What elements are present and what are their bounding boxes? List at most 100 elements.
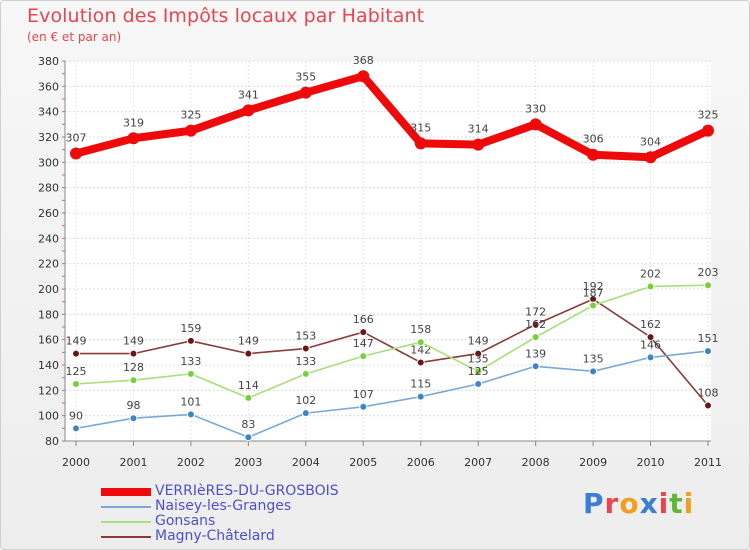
y-tick-label: 360 bbox=[38, 80, 59, 93]
data-point-verrie-res-du-grosbois bbox=[357, 70, 370, 83]
data-label-naisey-les-granges: 151 bbox=[698, 332, 719, 345]
data-point-gonsans bbox=[244, 393, 253, 402]
y-tick-label: 380 bbox=[38, 55, 59, 68]
data-point-verrie-res-du-grosbois bbox=[587, 148, 600, 161]
data-label-gonsans: 125 bbox=[66, 365, 87, 378]
chart-subtitle: (en € et par an) bbox=[27, 30, 122, 44]
data-point-naisey-les-granges bbox=[244, 433, 253, 442]
y-tick-label: 340 bbox=[38, 106, 59, 119]
x-tick-label: 2004 bbox=[292, 456, 320, 469]
data-label-gonsans: 114 bbox=[238, 379, 259, 392]
data-label-gonsans: 202 bbox=[640, 267, 661, 280]
data-point-naisey-les-granges bbox=[186, 410, 195, 419]
x-tick-label: 2001 bbox=[119, 456, 147, 469]
proxiti-logo: Proxiti bbox=[583, 487, 694, 520]
logo-letter: r bbox=[604, 487, 620, 520]
y-tick-label: 300 bbox=[38, 156, 59, 169]
data-label-magny-cha-telard: 159 bbox=[180, 322, 201, 335]
data-point-gonsans bbox=[646, 282, 655, 291]
data-label-naisey-les-granges: 98 bbox=[126, 399, 140, 412]
x-tick-label: 2010 bbox=[637, 456, 665, 469]
data-label-magny-cha-telard: 166 bbox=[353, 313, 374, 326]
y-tick-label: 280 bbox=[38, 182, 59, 195]
data-point-magny-cha-telard bbox=[301, 344, 310, 353]
logo-letter: i bbox=[658, 487, 670, 520]
data-label-gonsans: 128 bbox=[123, 361, 144, 374]
x-tick-label: 2008 bbox=[522, 456, 550, 469]
y-tick-label: 160 bbox=[38, 334, 59, 347]
data-point-gonsans bbox=[416, 338, 425, 347]
y-tick-label: 260 bbox=[38, 207, 59, 220]
x-tick-label: 2011 bbox=[694, 456, 722, 469]
data-label-gonsans: 135 bbox=[468, 352, 489, 365]
data-label-verrie-res-du-grosbois: 314 bbox=[468, 123, 489, 136]
data-label-magny-cha-telard: 192 bbox=[583, 280, 604, 293]
data-label-verrie-res-du-grosbois: 307 bbox=[66, 131, 87, 144]
plot-area bbox=[65, 61, 711, 441]
data-point-magny-cha-telard bbox=[359, 328, 368, 337]
data-point-naisey-les-granges bbox=[531, 362, 540, 371]
data-point-verrie-res-du-grosbois bbox=[70, 147, 82, 160]
data-point-naisey-les-granges bbox=[474, 380, 483, 388]
data-label-verrie-res-du-grosbois: 304 bbox=[640, 135, 661, 148]
data-label-magny-cha-telard: 149 bbox=[238, 335, 259, 348]
data-point-naisey-les-granges bbox=[359, 402, 368, 411]
data-label-naisey-les-granges: 125 bbox=[468, 365, 489, 378]
x-tick-label: 2006 bbox=[407, 456, 435, 469]
data-point-naisey-les-granges bbox=[72, 424, 80, 433]
x-tick-label: 2007 bbox=[464, 456, 492, 469]
data-point-magny-cha-telard bbox=[474, 349, 483, 358]
data-point-verrie-res-du-grosbois bbox=[127, 132, 140, 145]
data-point-magny-cha-telard bbox=[244, 349, 253, 358]
chart-title: Evolution des Impôts locaux par Habitant bbox=[27, 5, 425, 27]
data-label-magny-cha-telard: 108 bbox=[698, 387, 719, 400]
data-label-magny-cha-telard: 149 bbox=[468, 335, 489, 348]
data-point-magny-cha-telard bbox=[531, 320, 540, 329]
data-label-naisey-les-granges: 135 bbox=[583, 352, 604, 365]
data-label-gonsans: 162 bbox=[525, 318, 546, 331]
logo-letter: x bbox=[639, 487, 659, 520]
y-tick-label: 100 bbox=[38, 410, 59, 423]
data-point-magny-cha-telard bbox=[129, 349, 138, 358]
data-label-naisey-les-granges: 107 bbox=[353, 388, 374, 401]
data-label-verrie-res-du-grosbois: 319 bbox=[123, 116, 144, 129]
data-label-verrie-res-du-grosbois: 325 bbox=[180, 109, 201, 122]
data-point-verrie-res-du-grosbois bbox=[242, 104, 255, 117]
data-label-verrie-res-du-grosbois: 368 bbox=[353, 54, 374, 67]
series-line-verrie-res-du-grosbois bbox=[72, 72, 712, 162]
data-label-gonsans: 133 bbox=[180, 355, 201, 368]
data-label-magny-cha-telard: 142 bbox=[410, 343, 431, 356]
data-point-magny-cha-telard bbox=[186, 336, 195, 345]
data-point-gonsans bbox=[704, 281, 712, 290]
data-point-verrie-res-du-grosbois bbox=[529, 118, 542, 131]
data-label-verrie-res-du-grosbois: 325 bbox=[698, 109, 719, 122]
data-point-verrie-res-du-grosbois bbox=[299, 86, 312, 99]
data-label-gonsans: 147 bbox=[353, 337, 374, 350]
data-point-gonsans bbox=[589, 301, 598, 310]
x-tick-label: 2003 bbox=[234, 456, 262, 469]
series-line-naisey-les-granges bbox=[75, 350, 709, 439]
data-point-gonsans bbox=[359, 352, 368, 361]
x-tick-label: 2000 bbox=[62, 456, 90, 469]
data-label-naisey-les-granges: 83 bbox=[241, 418, 255, 431]
data-label-gonsans: 203 bbox=[698, 266, 719, 279]
data-point-naisey-les-granges bbox=[704, 347, 712, 356]
data-point-gonsans bbox=[129, 376, 138, 385]
data-label-naisey-les-granges: 146 bbox=[640, 338, 661, 351]
data-point-gonsans bbox=[474, 367, 483, 376]
data-label-gonsans: 133 bbox=[295, 355, 316, 368]
data-label-magny-cha-telard: 162 bbox=[640, 318, 661, 331]
data-label-naisey-les-granges: 90 bbox=[69, 409, 83, 422]
data-point-verrie-res-du-grosbois bbox=[414, 137, 427, 150]
data-label-verrie-res-du-grosbois: 306 bbox=[583, 133, 604, 146]
legend-label: Naisey-les-Granges bbox=[155, 498, 292, 514]
y-tick-label: 120 bbox=[38, 384, 59, 397]
x-tick-label: 2005 bbox=[349, 456, 377, 469]
y-tick-label: 140 bbox=[38, 359, 59, 372]
data-label-verrie-res-du-grosbois: 341 bbox=[238, 88, 259, 101]
data-label-naisey-les-granges: 102 bbox=[295, 394, 316, 407]
logo-letter: i bbox=[683, 487, 695, 520]
data-point-gonsans bbox=[186, 369, 195, 378]
data-label-verrie-res-du-grosbois: 355 bbox=[295, 71, 316, 84]
series-line-gonsans bbox=[75, 284, 709, 399]
